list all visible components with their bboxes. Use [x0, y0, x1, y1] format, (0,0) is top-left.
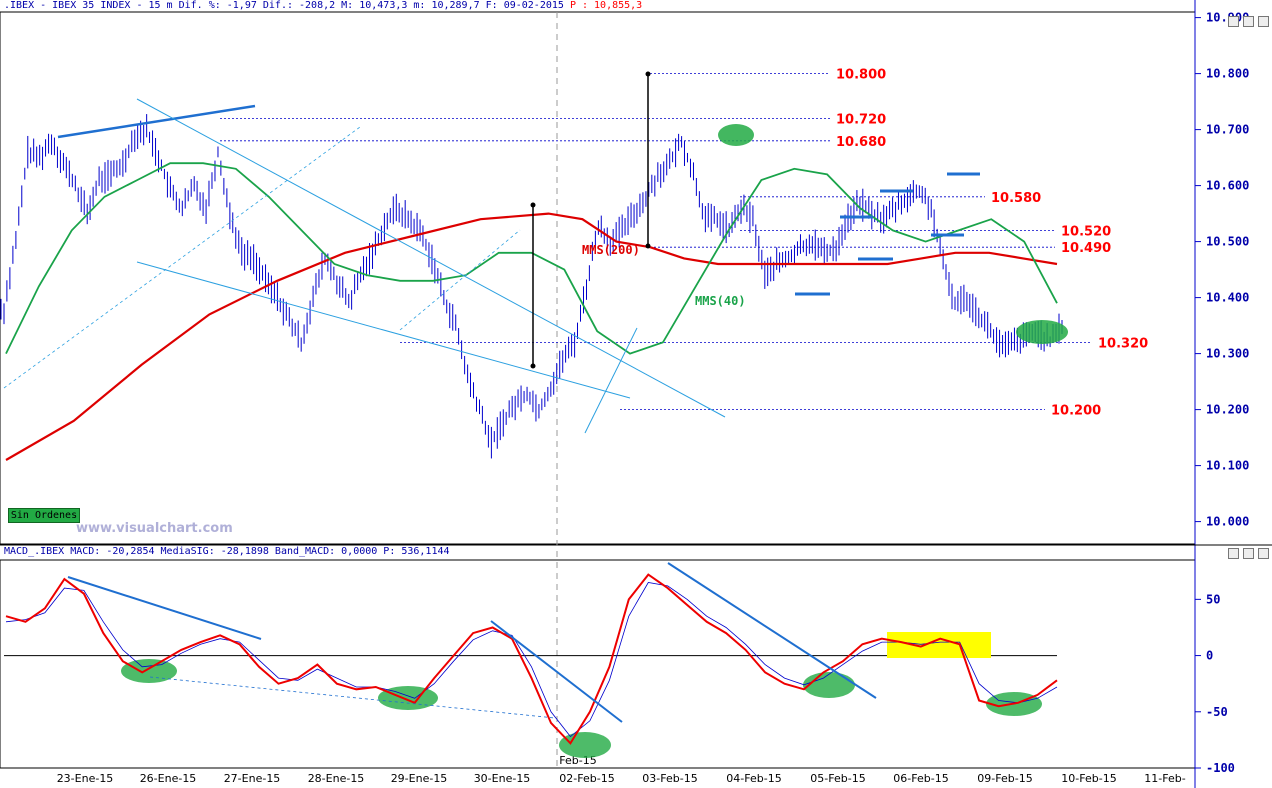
- orders-status-badge[interactable]: Sin Ordenes: [8, 508, 80, 523]
- mms200-label: MMS(200): [582, 243, 640, 257]
- macd-trend-line: [667, 562, 877, 699]
- price-level-label: 10.490: [1061, 241, 1111, 256]
- macd-panel-header: MACD_.IBEX MACD: -20,2854 MediaSIG: -28,…: [4, 546, 450, 557]
- x-tick-label: 05-Feb-15: [810, 772, 865, 785]
- x-tick-label: 29-Ene-15: [391, 772, 448, 785]
- macd-minimize-button[interactable]: [1228, 548, 1239, 559]
- watermark: www.visualchart.com: [76, 521, 233, 536]
- price-panel: [0, 11, 1196, 545]
- price-level-label: 10.200: [1051, 404, 1101, 419]
- price-level-label: 10.800: [836, 68, 886, 83]
- channel-line-upper: [136, 98, 726, 418]
- close-button[interactable]: [1258, 16, 1269, 27]
- arrow-head: [645, 243, 651, 249]
- x-tick-label: 03-Feb-15: [642, 772, 697, 785]
- maximize-button[interactable]: [1243, 16, 1254, 27]
- mms40-line: [5, 162, 1058, 355]
- arrow-head: [530, 363, 536, 369]
- arrow-head: [530, 202, 536, 208]
- channel-line-dashed: [399, 229, 521, 331]
- price-tick-label: 10.100: [1206, 459, 1249, 473]
- macd-trend-line: [490, 620, 623, 723]
- x-tick-label: 27-Ene-15: [224, 772, 281, 785]
- price-tick-label: 10.300: [1206, 347, 1249, 361]
- price-tick-label: 10.400: [1206, 291, 1249, 305]
- macd-tick-label: 0: [1206, 649, 1213, 663]
- price-tick-label: 10.800: [1206, 67, 1249, 81]
- macd-line: [5, 573, 1058, 745]
- arrow-head: [645, 71, 651, 77]
- price-tick-label: 10.700: [1206, 123, 1249, 137]
- x-tick-label: 30-Ene-15: [474, 772, 531, 785]
- x-tick-label: 02-Feb-15: [559, 772, 614, 785]
- macd-highlight-ellipse: [559, 732, 611, 758]
- macd-maximize-button[interactable]: [1243, 548, 1254, 559]
- channel-line-dashed: [3, 126, 361, 389]
- highlight-ellipse: [718, 124, 754, 146]
- trend-line-upper: [57, 104, 256, 139]
- x-tick-label: 11-Feb-: [1144, 772, 1185, 785]
- macd-tick-label: -50: [1206, 705, 1228, 719]
- macd-signal-line: [5, 582, 1058, 738]
- macd-tick-label: -100: [1206, 761, 1235, 775]
- mini-channel-line: [584, 327, 638, 434]
- x-tick-label: 04-Feb-15: [726, 772, 781, 785]
- price-tick-label: 10.600: [1206, 179, 1249, 193]
- price-level-label: 10.720: [836, 112, 886, 127]
- macd-dashed-line: [149, 676, 556, 719]
- minimize-button[interactable]: [1228, 16, 1239, 27]
- x-tick-label: 26-Ene-15: [140, 772, 197, 785]
- mms200-line: [5, 212, 1058, 461]
- channel-line-lower: [136, 261, 631, 399]
- x-tick-label: 09-Feb-15: [977, 772, 1032, 785]
- x-tick-label: 28-Ene-15: [308, 772, 365, 785]
- price-tick-label: 10.500: [1206, 235, 1249, 249]
- price-tick-label: 10.200: [1206, 403, 1249, 417]
- highlight-ellipse: [1016, 320, 1068, 344]
- macd-tick-label: 50: [1206, 592, 1220, 606]
- macd-panel: [0, 559, 1196, 769]
- macd-highlight-ellipse: [803, 672, 855, 698]
- macd-trend-line: [67, 576, 262, 640]
- x-tick-label: 10-Feb-15: [1061, 772, 1116, 785]
- price-level-label: 10.320: [1098, 336, 1148, 351]
- price-tick-label: 10.000: [1206, 515, 1249, 529]
- mms40-label: MMS(40): [695, 294, 746, 308]
- macd-highlight-ellipse: [121, 659, 177, 683]
- macd-close-button[interactable]: [1258, 548, 1269, 559]
- x-tick-label: 06-Feb-15: [893, 772, 948, 785]
- price-level-label: 10.520: [1061, 224, 1111, 239]
- price-level-label: 10.580: [991, 191, 1041, 206]
- price-panel-header: .IBEX - IBEX 35 INDEX - 15 m Dif. %: -1,…: [4, 0, 643, 11]
- x-tick-label: 23-Ene-15: [57, 772, 114, 785]
- price-level-label: 10.680: [836, 135, 886, 150]
- highlight-box: [887, 632, 991, 658]
